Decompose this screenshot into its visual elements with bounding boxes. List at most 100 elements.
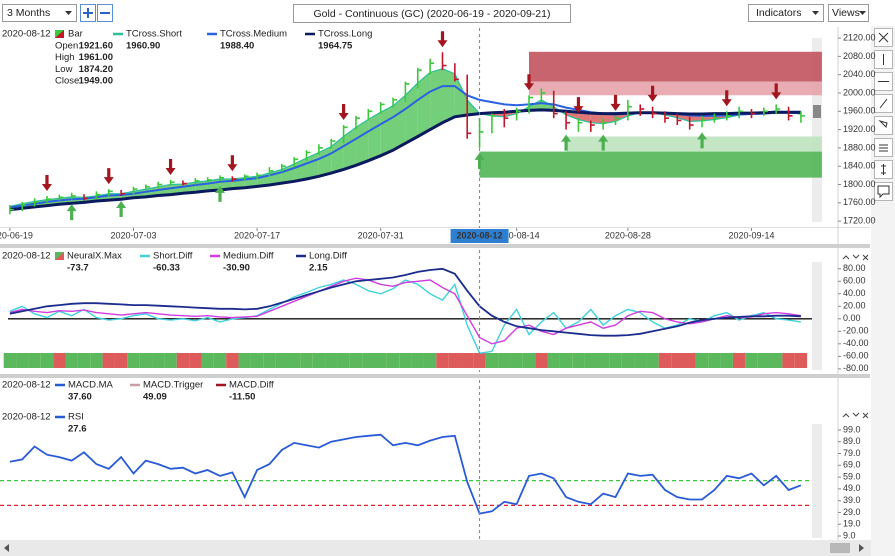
scroll-thumb[interactable] bbox=[813, 105, 821, 118]
legend-label: MACD.Diff bbox=[229, 380, 274, 391]
signal-cell bbox=[770, 353, 783, 368]
sell-arrow bbox=[437, 31, 448, 48]
scroll-track bbox=[812, 262, 822, 370]
legend-value: -11.50 bbox=[229, 392, 255, 403]
readout-value: 1961.00 bbox=[79, 52, 113, 63]
legend-label: TCross.Long bbox=[318, 29, 372, 40]
tool-button[interactable] bbox=[874, 116, 893, 135]
signal-cell bbox=[621, 353, 635, 368]
buy-arrow bbox=[561, 134, 572, 151]
signal-cell bbox=[325, 353, 338, 368]
title-box bbox=[293, 4, 571, 23]
sell-arrow bbox=[338, 104, 349, 121]
signal-cell bbox=[658, 353, 672, 368]
views-dropdown[interactable] bbox=[828, 4, 869, 22]
signal-cell bbox=[720, 353, 733, 368]
signal-cell bbox=[53, 353, 66, 368]
panel-separator bbox=[0, 244, 870, 248]
signal-cell bbox=[213, 353, 227, 368]
legend-label: Medium.Diff bbox=[223, 251, 274, 262]
signal-cell bbox=[411, 353, 424, 368]
price-zone bbox=[529, 51, 822, 82]
price-zone bbox=[566, 136, 822, 152]
signal-cell bbox=[164, 353, 177, 368]
x-tick-label: 2020-08-28 bbox=[605, 230, 651, 240]
sell-arrow bbox=[165, 158, 176, 175]
y-tick-label: 40.00 bbox=[843, 288, 866, 298]
signal-cell bbox=[3, 353, 17, 368]
readout-label: Close bbox=[55, 76, 79, 87]
signal-cell bbox=[485, 353, 499, 368]
legend-label: RSI bbox=[68, 412, 84, 423]
tcross-line bbox=[9, 108, 801, 212]
tool-icons bbox=[877, 32, 890, 199]
scroll-thumb[interactable] bbox=[830, 543, 850, 553]
legend-icon bbox=[55, 30, 64, 38]
chart-title: Gold - Continuous (GC) (2020-06-19 - 202… bbox=[314, 8, 551, 20]
buy-arrow bbox=[215, 185, 226, 202]
indicator-line bbox=[9, 267, 801, 337]
signal-cell bbox=[263, 353, 276, 368]
panel-controls[interactable] bbox=[842, 254, 869, 261]
cursor-date-box bbox=[450, 229, 509, 243]
signal-cell bbox=[535, 353, 548, 368]
tcross-band bbox=[355, 119, 369, 166]
signal-cell bbox=[584, 353, 597, 368]
legend-value: 1988.40 bbox=[220, 41, 254, 52]
period-dropdown[interactable] bbox=[2, 4, 77, 22]
signal-cell bbox=[399, 353, 412, 368]
sell-arrow bbox=[721, 90, 732, 107]
signal-cell bbox=[189, 353, 202, 368]
sell-arrow bbox=[771, 83, 782, 100]
indicator-line bbox=[9, 433, 802, 515]
signal-cell bbox=[745, 353, 758, 368]
y-tick-label: 69.0 bbox=[843, 460, 861, 470]
indicators-label: Indicators bbox=[756, 7, 802, 19]
signal-cell bbox=[708, 353, 721, 368]
dropdown-arrow bbox=[859, 11, 866, 15]
scroll-track bbox=[812, 38, 822, 222]
tcross-band bbox=[417, 72, 431, 137]
y-tick-label: 80.00 bbox=[843, 263, 866, 273]
signal-cell bbox=[300, 353, 313, 368]
signal-cell bbox=[201, 353, 214, 368]
indicator-line bbox=[9, 277, 802, 345]
signal-cell bbox=[559, 353, 573, 368]
legend-value: -60.33 bbox=[153, 263, 180, 274]
tool-button[interactable] bbox=[874, 182, 893, 201]
y-tick-label: 49.0 bbox=[843, 483, 861, 493]
signal-cell bbox=[782, 353, 795, 368]
legend-label: NeuralX.Max bbox=[67, 251, 122, 262]
signal-cell bbox=[40, 353, 54, 368]
legend-value: -73.7 bbox=[67, 263, 89, 274]
signal-cell bbox=[287, 353, 301, 368]
tcross-band bbox=[331, 136, 344, 174]
legend-date: 2020-08-12 bbox=[2, 29, 51, 40]
indicators-dropdown[interactable] bbox=[748, 4, 824, 22]
y-tick-label: -40.00 bbox=[843, 338, 869, 348]
y-tick-label: 39.0 bbox=[843, 495, 861, 505]
x-tick-label: 2020-07-03 bbox=[110, 230, 156, 240]
plus-icon bbox=[83, 8, 93, 18]
tcross-band bbox=[368, 112, 381, 161]
legend-value: 1960.90 bbox=[126, 41, 160, 52]
time-scrollbar[interactable] bbox=[0, 540, 871, 556]
panel-separator bbox=[0, 374, 870, 378]
y-tick-label: 1840.00 bbox=[843, 161, 876, 171]
buy-arrow bbox=[116, 200, 127, 217]
legend-date: 2020-08-12 bbox=[2, 412, 51, 423]
panel-controls[interactable] bbox=[842, 412, 869, 419]
views-label: Views bbox=[832, 7, 860, 19]
sell-arrow bbox=[647, 85, 658, 102]
y-tick-label: 99.0 bbox=[843, 424, 861, 434]
sell-arrow bbox=[41, 174, 52, 191]
signal-cell bbox=[349, 353, 363, 368]
y-tick-label: 89.0 bbox=[843, 436, 861, 446]
signal-cell bbox=[337, 353, 350, 368]
x-tick-label: 2020-07-31 bbox=[358, 230, 404, 240]
sell-arrow bbox=[573, 97, 584, 114]
signal-cell bbox=[461, 353, 474, 368]
cursor-date: 2020-08-12 bbox=[457, 230, 503, 240]
readout-label: Low bbox=[55, 64, 73, 75]
